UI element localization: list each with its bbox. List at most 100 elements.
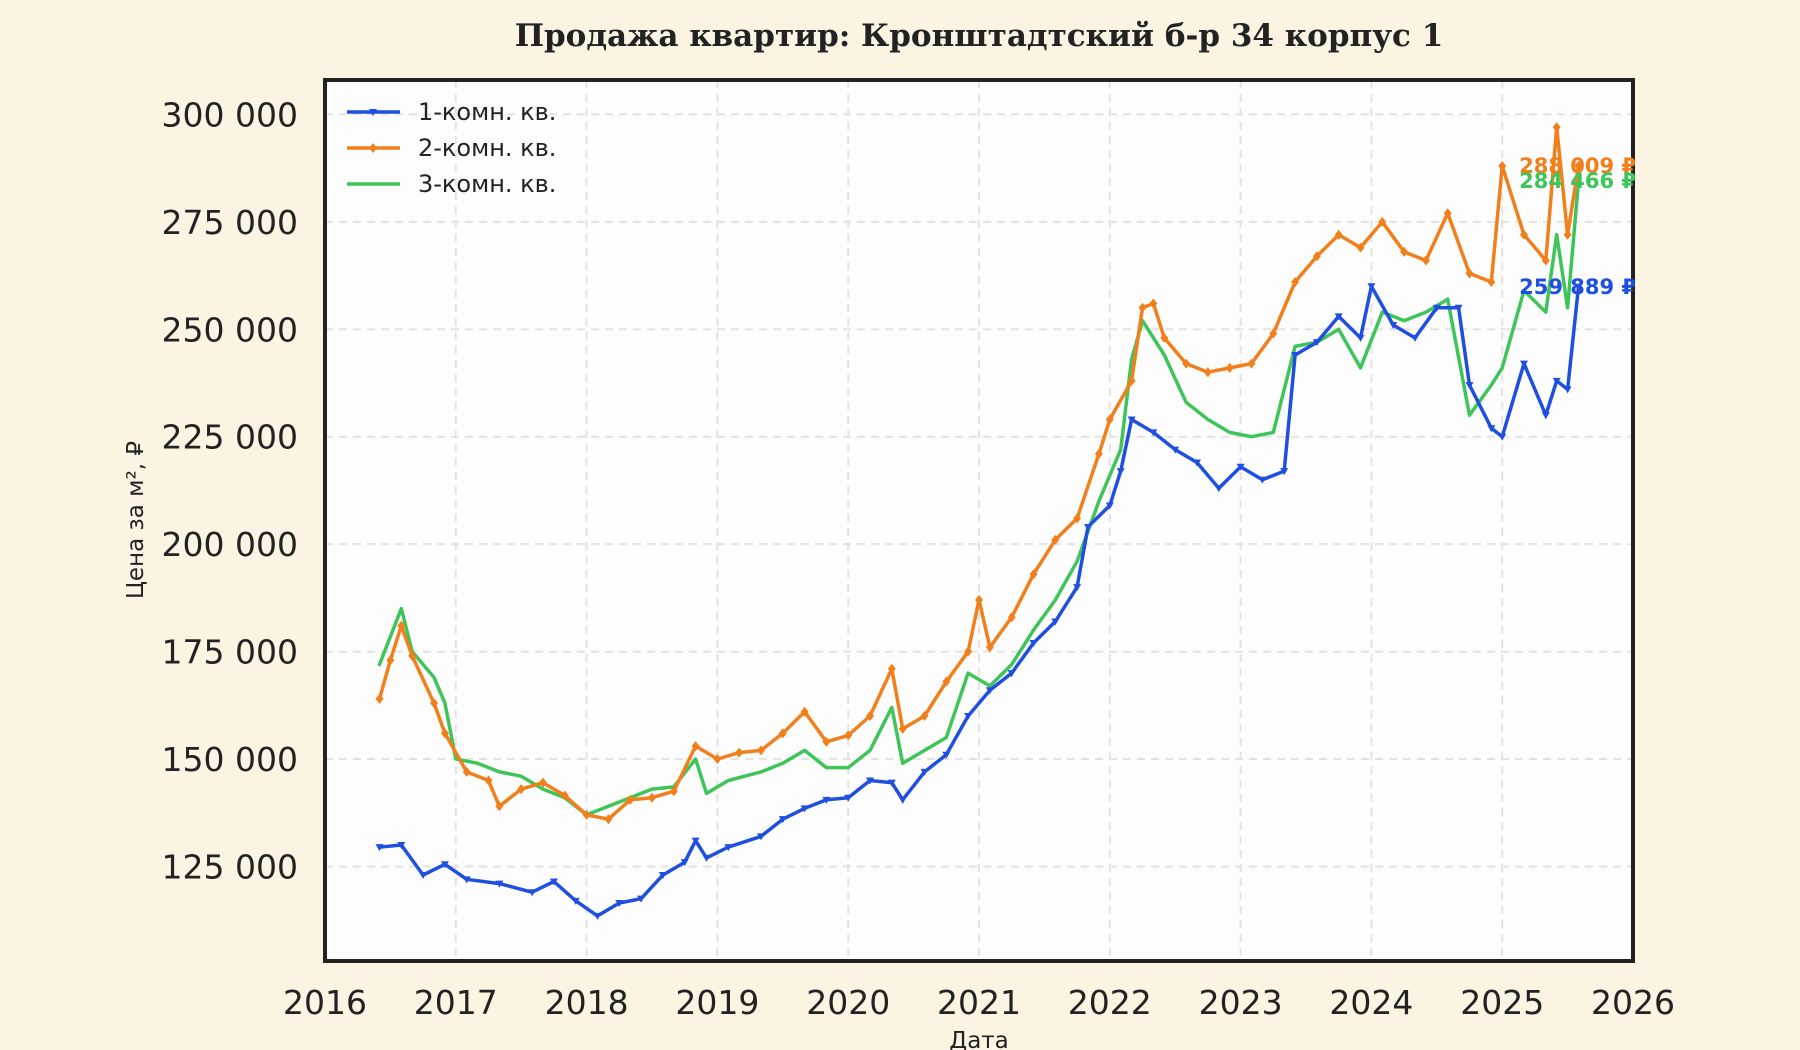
data-point xyxy=(1367,283,1376,291)
x-tick-label: 2021 xyxy=(937,983,1021,1022)
data-point xyxy=(517,784,526,795)
data-point xyxy=(528,889,537,897)
y-tick-label: 125 000 xyxy=(162,847,298,886)
data-point xyxy=(822,736,831,747)
data-point xyxy=(397,620,406,631)
data-point xyxy=(658,872,667,880)
data-point xyxy=(691,837,700,845)
legend: 1-комн. кв. 2-комн. кв. 3-комн. кв. xyxy=(347,98,556,198)
data-point xyxy=(462,876,471,884)
data-point xyxy=(942,676,951,687)
data-point xyxy=(582,809,591,820)
series-2 xyxy=(375,122,1583,825)
legend-label: 1-комн. кв. xyxy=(418,98,556,126)
data-point xyxy=(1574,283,1583,291)
data-point xyxy=(1487,276,1496,287)
data-point xyxy=(898,796,907,804)
data-point xyxy=(1356,242,1365,253)
data-point xyxy=(800,706,809,717)
data-point xyxy=(1116,468,1125,476)
data-point xyxy=(440,861,449,869)
data-point xyxy=(1334,229,1343,240)
data-point xyxy=(637,895,646,903)
y-tick-label: 250 000 xyxy=(162,310,298,349)
data-point xyxy=(1193,459,1201,467)
data-point xyxy=(1138,302,1147,313)
y-tick-label: 225 000 xyxy=(162,418,298,457)
end-value-label: 284 466 ₽ xyxy=(1519,169,1636,193)
legend-item: 3-комн. кв. xyxy=(347,170,556,198)
data-point xyxy=(1127,416,1136,424)
data-point xyxy=(1269,328,1278,339)
data-point xyxy=(1051,618,1060,626)
data-point xyxy=(375,844,384,852)
data-point xyxy=(1498,433,1507,441)
data-point xyxy=(1073,584,1082,592)
data-point xyxy=(1029,569,1038,580)
data-point xyxy=(495,880,504,888)
data-point xyxy=(975,595,983,606)
data-point xyxy=(549,878,558,886)
data-point xyxy=(1225,362,1234,373)
data-point xyxy=(1149,298,1158,309)
data-point xyxy=(1007,612,1016,623)
data-point xyxy=(735,747,744,758)
data-point xyxy=(866,777,874,785)
data-point xyxy=(440,728,449,739)
data-point xyxy=(1443,208,1452,219)
data-point xyxy=(1552,122,1561,133)
x-tick-label: 2018 xyxy=(545,983,629,1022)
data-point xyxy=(778,816,787,824)
data-point xyxy=(1073,513,1082,524)
data-point xyxy=(920,768,929,776)
data-point xyxy=(604,814,613,825)
end-labels: 259 889 ₽ 288 009 ₽284 466 ₽ xyxy=(1519,154,1636,299)
data-point xyxy=(1541,412,1550,420)
data-point xyxy=(942,751,951,759)
data-point xyxy=(691,741,700,752)
x-tick-label: 2026 xyxy=(1591,983,1675,1022)
data-point xyxy=(1247,358,1256,369)
x-tick-label: 2022 xyxy=(1068,983,1152,1022)
data-point xyxy=(560,790,569,801)
data-point xyxy=(1574,160,1583,171)
data-point xyxy=(419,872,428,880)
legend-item: 2-комн. кв. xyxy=(347,134,556,162)
data-point xyxy=(713,754,722,765)
data-point xyxy=(1498,160,1507,171)
data-point xyxy=(1356,334,1365,342)
data-point xyxy=(1378,216,1387,227)
data-point xyxy=(844,794,853,802)
data-point xyxy=(1214,485,1223,493)
x-tick-label: 2017 xyxy=(414,983,498,1022)
data-point xyxy=(369,143,377,153)
y-tick-label: 175 000 xyxy=(162,633,298,672)
x-axis-ticks: 2016 2017 2018 2019 2020 2021 2022 2023 2024 2025… xyxy=(283,983,1675,1022)
data-point xyxy=(1487,425,1496,433)
data-point xyxy=(1411,334,1419,342)
data-point xyxy=(1105,502,1114,510)
x-tick-label: 2016 xyxy=(283,983,367,1022)
y-tick-label: 300 000 xyxy=(162,95,298,134)
data-point xyxy=(1389,321,1398,329)
data-point xyxy=(1465,268,1474,279)
data-point xyxy=(1171,446,1180,454)
data-point xyxy=(669,786,678,797)
data-point xyxy=(1007,670,1016,678)
data-point xyxy=(1400,246,1409,257)
data-point xyxy=(1051,534,1060,545)
data-point xyxy=(571,897,580,905)
data-point xyxy=(1149,429,1158,437)
data-point xyxy=(397,841,406,849)
data-point xyxy=(1421,255,1430,266)
x-tick-label: 2023 xyxy=(1199,983,1283,1022)
data-point xyxy=(539,777,547,788)
x-tick-label: 2020 xyxy=(806,983,890,1022)
data-point xyxy=(648,792,656,803)
series-line xyxy=(377,125,1581,821)
data-point xyxy=(887,663,896,674)
legend-label: 3-комн. кв. xyxy=(418,170,556,198)
data-point xyxy=(386,655,395,666)
plot-frame xyxy=(323,78,1635,963)
